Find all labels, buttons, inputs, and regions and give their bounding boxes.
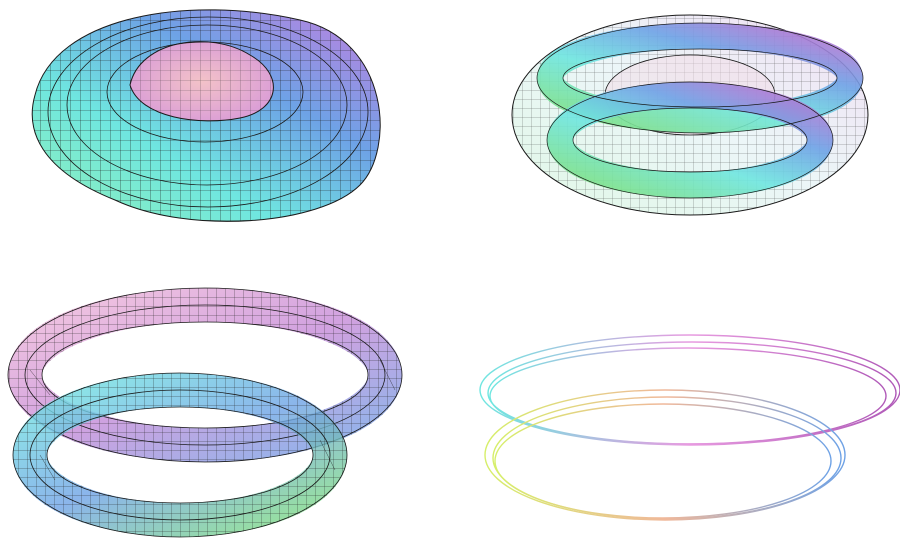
panel-torus-translucent bbox=[511, 14, 869, 216]
panel-double-tube-mesh bbox=[7, 287, 403, 538]
panel-thin-double-loops bbox=[479, 334, 900, 521]
panel-torus-solid bbox=[31, 9, 381, 222]
